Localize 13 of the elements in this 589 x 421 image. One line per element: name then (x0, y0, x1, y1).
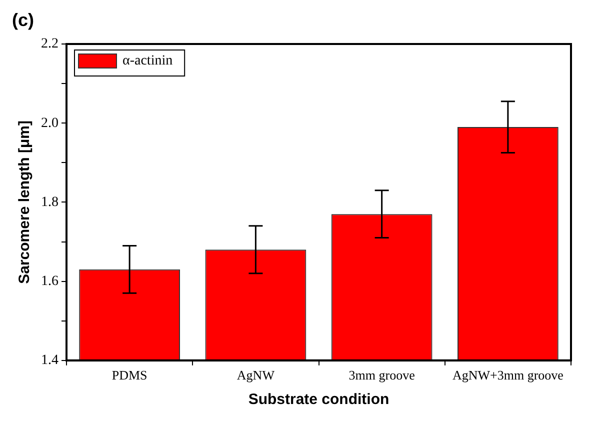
x-tick-label: 3mm groove (348, 368, 416, 383)
x-tick-label: PDMS (112, 368, 148, 383)
legend-label: α-actinin (122, 54, 173, 69)
x-tick-label: AgNW (236, 368, 276, 383)
y-tick-label: 2.2 (41, 36, 58, 52)
y-tick-label: 2.0 (41, 116, 58, 131)
y-tick-label: 1.8 (41, 194, 58, 210)
x-tick-label: AgNW+3mm groove (452, 368, 564, 383)
y-axis-title: Sarcomere length [μm] (16, 120, 34, 284)
text: (c) (12, 10, 34, 30)
x-axis-title: Substrate condition (248, 391, 390, 408)
y-tick-label: 1.6 (41, 274, 58, 289)
y-tick-label: 1.4 (41, 353, 58, 368)
